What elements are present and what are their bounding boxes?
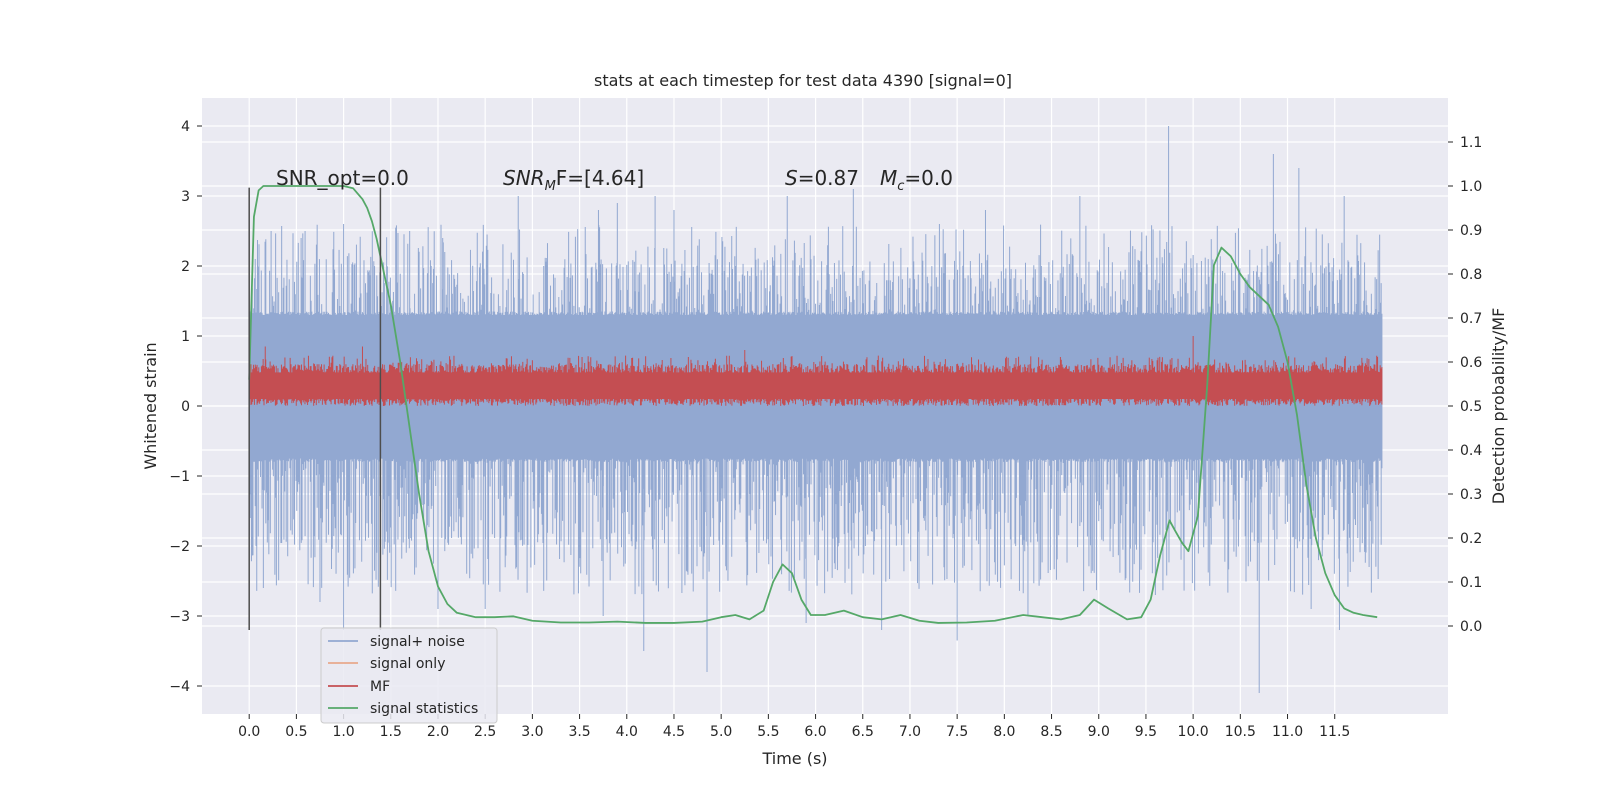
mc-sub: c: [897, 179, 904, 194]
y-tick-label: −2: [169, 539, 190, 555]
y-tick-label: 2: [181, 259, 190, 275]
x-tick-label: 11.5: [1319, 724, 1350, 740]
y-right-tick-label: 0.3: [1460, 487, 1482, 503]
y-tick-label: 0: [181, 399, 190, 415]
x-tick-label: 7.0: [899, 724, 921, 740]
y-right-tick-label: 1.0: [1460, 179, 1482, 195]
y-axis-label: Whitened strain: [141, 342, 160, 469]
x-tick-label: 2.5: [474, 724, 496, 740]
x-tick-label: 8.0: [993, 724, 1015, 740]
y-right-tick-label: 0.0: [1460, 619, 1482, 635]
annotation-mc: Mc=0.0: [880, 166, 953, 194]
x-tick-label: 2.0: [427, 724, 449, 740]
legend-label-signal-noise: signal+ noise: [370, 634, 465, 650]
legend-label-signal-only: signal only: [370, 656, 445, 672]
x-tick-label: 4.5: [663, 724, 685, 740]
y-tick-label: −4: [169, 679, 190, 695]
y-right-tick-label: 0.1: [1460, 575, 1482, 591]
x-tick-label: 7.5: [946, 724, 968, 740]
x-tick-label: 9.5: [1135, 724, 1157, 740]
y-right-tick-label: 1.1: [1460, 135, 1482, 151]
snr-mf-suffix: F=[4.64]: [556, 166, 644, 190]
y-right-tick-label: 0.5: [1460, 399, 1482, 415]
x-tick-label: 10.0: [1178, 724, 1209, 740]
x-tick-label: 1.0: [332, 724, 354, 740]
legend-label-mf: MF: [370, 679, 390, 695]
x-tick-label: 3.5: [568, 724, 590, 740]
chart-title: stats at each timestep for test data 439…: [594, 71, 1012, 90]
y-right-tick-label: 0.4: [1460, 443, 1482, 459]
s-suffix: =0.87: [798, 166, 859, 190]
x-tick-label: 6.5: [852, 724, 874, 740]
snr-mf-prefix: SNR: [503, 166, 545, 190]
x-tick-label: 8.5: [1040, 724, 1062, 740]
y-right-tick-label: 0.2: [1460, 531, 1482, 547]
y-right-tick-label: 0.9: [1460, 223, 1482, 239]
y-right-tick-label: 0.6: [1460, 355, 1482, 371]
y-axis-right-label: Detection probability/MF: [1489, 308, 1508, 505]
s-prefix: S: [785, 166, 798, 190]
x-tick-label: 4.0: [616, 724, 638, 740]
x-tick-label: 0.5: [285, 724, 307, 740]
y-right-tick-label: 0.7: [1460, 311, 1482, 327]
x-axis-label: Time (s): [761, 749, 827, 768]
y-right-tick-label: 0.8: [1460, 267, 1482, 283]
x-tick-label: 5.0: [710, 724, 732, 740]
legend: signal+ noise signal only MF signal stat…: [320, 627, 498, 724]
annotation-snr-opt: SNR_opt=0.0: [276, 166, 409, 190]
snr-mf-sub: M: [545, 179, 556, 194]
x-tick-label: 1.5: [380, 724, 402, 740]
legend-label-signal-statistics: signal statistics: [370, 701, 478, 717]
x-tick-label: 9.0: [1088, 724, 1110, 740]
y-tick-label: −3: [169, 609, 190, 625]
x-tick-label: 3.0: [521, 724, 543, 740]
mc-prefix: M: [880, 166, 897, 190]
legend-box: [320, 627, 498, 724]
x-tick-label: 10.5: [1225, 724, 1256, 740]
mc-suffix: =0.0: [904, 166, 953, 190]
y-tick-label: −1: [169, 469, 190, 485]
x-tick-label: 0.0: [238, 724, 260, 740]
annotation-s: S=0.87: [785, 166, 859, 190]
x-tick-label: 6.0: [804, 724, 826, 740]
y-tick-label: 3: [181, 189, 190, 205]
y-tick-label: 1: [181, 329, 190, 345]
x-tick-label: 5.5: [757, 724, 779, 740]
x-tick-label: 11.0: [1272, 724, 1303, 740]
y-tick-label: 4: [181, 119, 190, 135]
annotation-snr-mf: SNRMF=[4.64]: [503, 166, 644, 194]
